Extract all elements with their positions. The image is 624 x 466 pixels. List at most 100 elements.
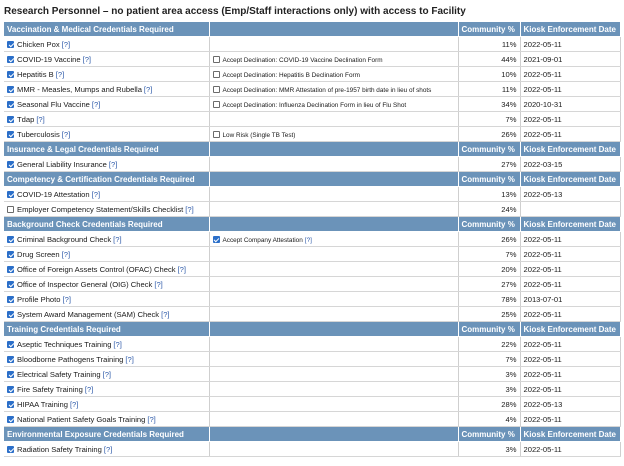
help-link[interactable]: [?]	[185, 204, 194, 214]
credential-checkbox[interactable]	[7, 370, 14, 378]
credential-checkbox[interactable]	[7, 445, 14, 453]
help-link[interactable]: [?]	[108, 159, 118, 169]
help-link[interactable]: [?]	[154, 279, 163, 289]
option-cell	[209, 336, 459, 352]
section-header-blank	[209, 216, 459, 232]
credential-name: MMR - Measles, Mumps and Rubella	[17, 84, 142, 94]
community-column-header: Community %	[458, 171, 521, 187]
credential-cell: Profile Photo [?]	[4, 291, 210, 307]
credential-row: COVID-19 Vaccine [?] Accept Declination: C…	[4, 51, 621, 67]
option-cell	[209, 291, 459, 307]
kiosk-enforcement-date: 2022-05-11	[520, 246, 621, 262]
credential-checkbox[interactable]	[7, 100, 14, 108]
kiosk-enforcement-date: 2022-05-11	[520, 441, 621, 457]
help-link[interactable]: [?]	[36, 114, 45, 124]
credential-checkbox[interactable]	[7, 40, 14, 48]
credential-checkbox[interactable]	[7, 235, 14, 243]
credential-row: Bloodborne Pathogens Training [?] 7% 2022-0…	[4, 351, 621, 367]
credential-checkbox[interactable]	[7, 115, 14, 123]
declination-label: Accept Declination: MMR Attestation of p…	[222, 86, 432, 94]
community-column-header: Community %	[458, 216, 521, 232]
credential-checkbox[interactable]	[7, 250, 14, 258]
credential-checkbox[interactable]	[7, 55, 14, 63]
help-link[interactable]: [?]	[125, 354, 134, 364]
option-cell	[209, 186, 459, 202]
help-link[interactable]: [?]	[304, 236, 312, 244]
credential-name: General Liability Insurance	[17, 159, 107, 169]
community-percent: 11%	[458, 36, 521, 52]
credential-checkbox[interactable]	[7, 70, 14, 78]
help-link[interactable]: [?]	[61, 39, 71, 49]
credential-checkbox[interactable]	[7, 310, 14, 318]
kiosk-enforcement-date: 2022-05-11	[520, 336, 621, 352]
credential-checkbox[interactable]	[7, 385, 14, 393]
section-header: Competency & Certification Credentials R…	[4, 171, 621, 187]
kiosk-enforcement-date: 2020-10-31	[520, 96, 621, 112]
credential-checkbox[interactable]	[7, 355, 14, 363]
credential-checkbox[interactable]	[7, 190, 14, 198]
declination-checkbox[interactable]	[212, 70, 220, 78]
declination-label: Accept Company Attestation	[222, 236, 303, 244]
help-link[interactable]: [?]	[55, 69, 65, 79]
kiosk-enforcement-date: 2022-05-13	[520, 396, 621, 412]
community-percent: 22%	[458, 336, 521, 352]
credential-checkbox[interactable]	[7, 280, 14, 288]
credential-checkbox[interactable]	[7, 85, 14, 93]
help-link[interactable]: [?]	[147, 414, 156, 424]
credential-cell: System Award Management (SAM) Check [?]	[4, 306, 210, 322]
credential-row: Tdap [?] 7% 2022-05-11	[4, 111, 621, 127]
help-link[interactable]: [?]	[161, 309, 170, 319]
option-cell	[209, 201, 459, 217]
help-link[interactable]: [?]	[113, 234, 122, 244]
help-link[interactable]: [?]	[143, 84, 153, 94]
credential-cell: Office of Foreign Assets Control (OFAC) …	[4, 261, 210, 277]
section-header: Environmental Exposure Credentials Requi…	[4, 426, 621, 442]
credential-cell: Fire Safety Training [?]	[4, 381, 210, 397]
credential-row: Office of Foreign Assets Control (OFAC) …	[4, 261, 621, 277]
credential-checkbox[interactable]	[7, 340, 14, 348]
credential-cell: Employer Competency Statement/Skills Che…	[4, 201, 210, 217]
help-link[interactable]: [?]	[62, 294, 71, 304]
community-column-header: Community %	[458, 321, 521, 337]
help-link[interactable]: [?]	[103, 444, 113, 454]
help-link[interactable]: [?]	[61, 129, 71, 139]
kiosk-enforcement-date: 2022-05-11	[520, 126, 621, 142]
credential-row: Drug Screen [?] 7% 2022-05-11	[4, 246, 621, 262]
community-percent: 3%	[458, 366, 521, 382]
community-column-header: Community %	[458, 426, 521, 442]
credential-checkbox[interactable]	[7, 205, 14, 213]
credential-checkbox[interactable]	[7, 295, 14, 303]
help-link[interactable]: [?]	[61, 249, 71, 259]
community-percent: 3%	[458, 441, 521, 457]
section-title: Vaccination & Medical Credentials Requir…	[4, 22, 210, 37]
help-link[interactable]: [?]	[91, 99, 101, 109]
credential-checkbox[interactable]	[7, 415, 14, 423]
credential-cell: Radiation Safety Training [?]	[4, 441, 210, 457]
credential-name: Employer Competency Statement/Skills Che…	[17, 204, 184, 214]
declination-checkbox[interactable]	[212, 55, 220, 63]
community-percent: 25%	[458, 306, 521, 322]
section-title: Insurance & Legal Credentials Required	[4, 141, 210, 157]
kiosk-enforcement-date	[520, 201, 621, 217]
community-percent: 78%	[458, 291, 521, 307]
section-header-blank	[209, 426, 459, 442]
help-link[interactable]: [?]	[102, 369, 112, 379]
declination-checkbox[interactable]	[212, 100, 220, 108]
help-link[interactable]: [?]	[177, 264, 186, 274]
credential-checkbox[interactable]	[7, 265, 14, 273]
help-link[interactable]: [?]	[69, 399, 79, 409]
help-link[interactable]: [?]	[84, 384, 94, 394]
declination-checkbox[interactable]	[212, 130, 220, 138]
credential-checkbox[interactable]	[7, 160, 14, 168]
help-link[interactable]: [?]	[82, 54, 92, 64]
credential-checkbox[interactable]	[7, 400, 14, 408]
credential-row: Fire Safety Training [?] 3% 2022-05-11	[4, 381, 621, 397]
credential-checkbox[interactable]	[7, 130, 14, 138]
help-link[interactable]: [?]	[91, 189, 101, 199]
community-percent: 11%	[458, 81, 521, 97]
kiosk-enforcement-date: 2021-09-01	[520, 51, 621, 67]
credential-name: Radiation Safety Training	[17, 444, 102, 454]
declination-checkbox[interactable]	[212, 235, 220, 243]
declination-checkbox[interactable]	[212, 85, 220, 93]
help-link[interactable]: [?]	[113, 339, 122, 349]
